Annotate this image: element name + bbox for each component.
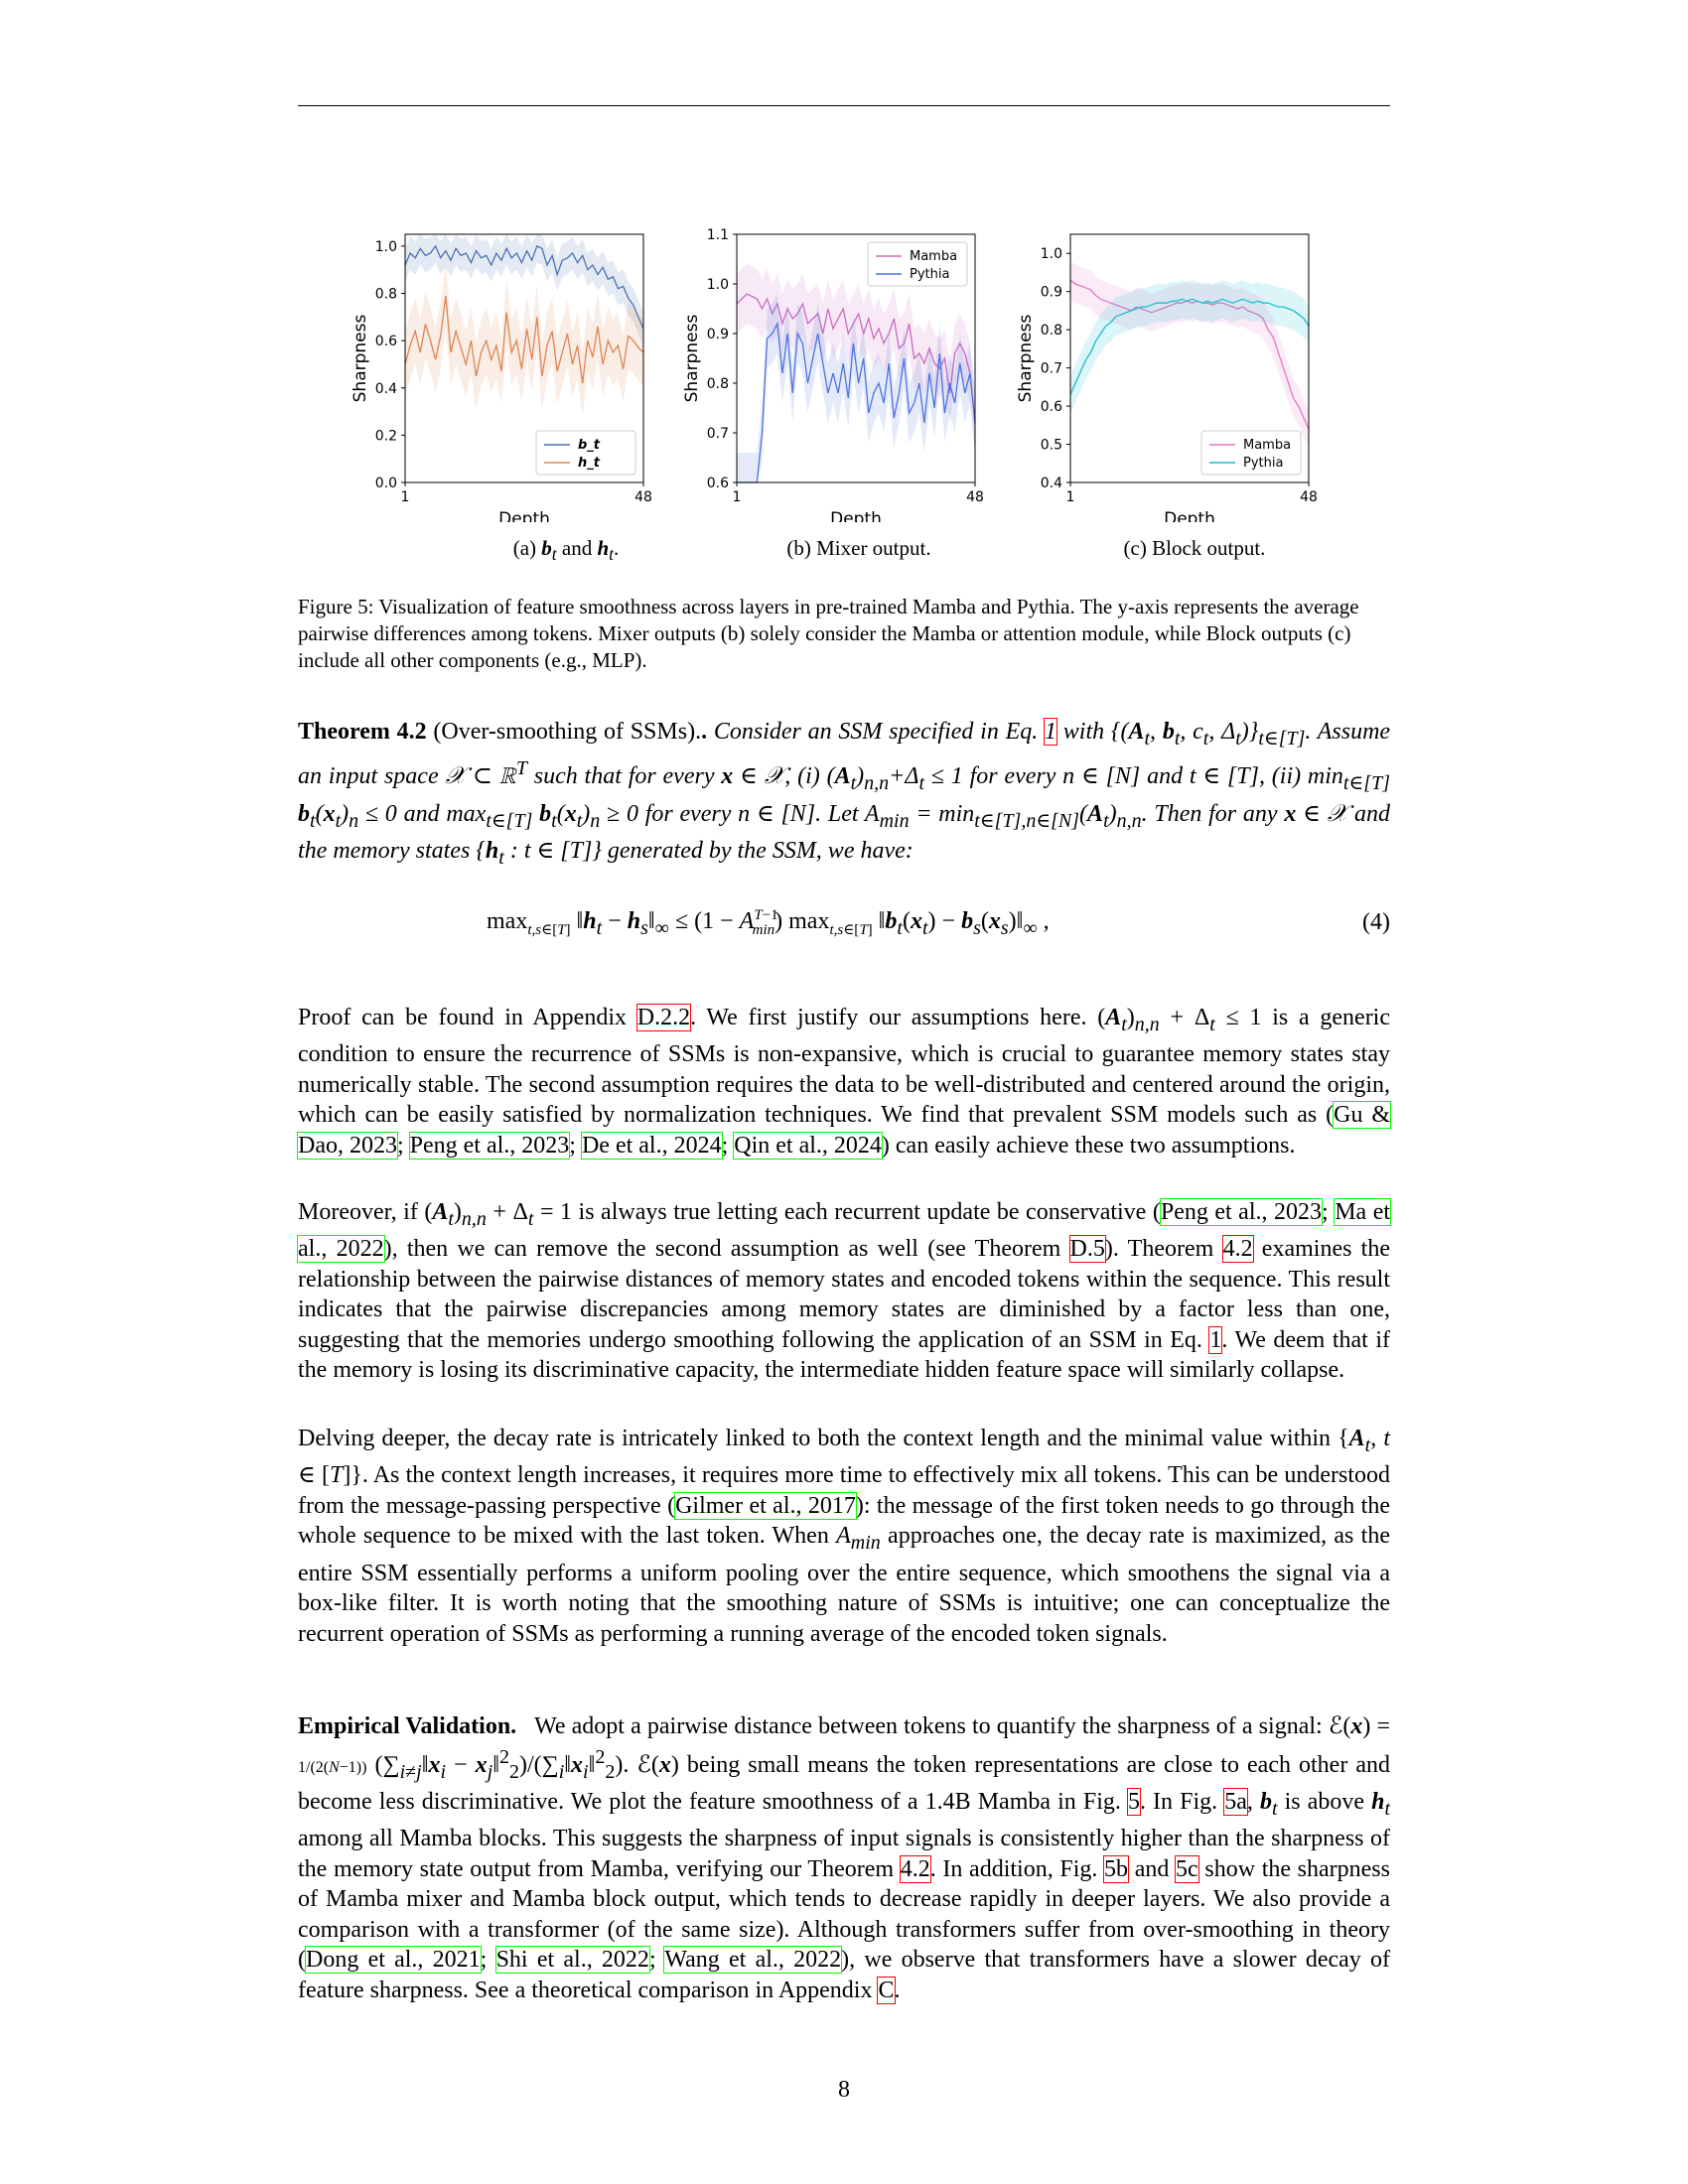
plot-frame xyxy=(404,233,644,483)
y-tick-label: 0.6 xyxy=(707,476,729,491)
cite-qin[interactable]: Qin et al., 2024 xyxy=(733,1131,883,1160)
cite-shi[interactable]: Shi et al., 2022 xyxy=(494,1946,650,1975)
figure-5: 0.0 0.2 0.4 0.6 0.8 1.0 1 48 Depth Sharpness b_t h_… xyxy=(298,224,1390,562)
line-h_t xyxy=(404,295,644,384)
figure-caption: Figure 5: Visualization of feature smoot… xyxy=(298,595,1359,672)
cite-gilmer[interactable]: Gilmer et al., 2017 xyxy=(674,1491,857,1520)
cite-peng-2[interactable]: Peng et al., 2023 xyxy=(1159,1198,1324,1226)
subcaption-a: (a) bt and ht. xyxy=(512,536,620,565)
band-Pythia xyxy=(737,294,975,482)
band-Mamba xyxy=(1070,260,1309,449)
subcaption-b: (b) Mixer output. xyxy=(786,536,931,560)
y-tick-label: 1.0 xyxy=(707,277,729,293)
line-Mamba xyxy=(736,293,976,424)
legend-label: Mamba xyxy=(910,249,957,264)
paragraph-decay: Delving deeper, the decay rate is intric… xyxy=(298,1426,1391,1647)
ref-theorem-d5[interactable]: D.5 xyxy=(1068,1235,1106,1264)
cite-gu-dao[interactable]: Gu & Dao, 2023 xyxy=(296,1101,1392,1160)
y-tick-label: 0.4 xyxy=(1041,476,1062,491)
paragraph-proof: Proof can be found in Appendix D.2.2. We… xyxy=(296,1004,1392,1160)
ref-theorem-4-2[interactable]: 4.2 xyxy=(1221,1235,1254,1264)
equation-number: (4) xyxy=(1362,909,1390,935)
page-number: 8 xyxy=(838,2077,850,2103)
ref-fig-5a[interactable]: 5a xyxy=(1223,1787,1248,1816)
band-h_t xyxy=(405,262,643,417)
y-tick-label: 0.9 xyxy=(1041,285,1062,301)
legend-box xyxy=(867,241,968,287)
ref-appendix-c[interactable]: C xyxy=(877,1976,896,2004)
y-tick-label: 0.8 xyxy=(707,376,729,392)
y-axis-label: Sharpness xyxy=(682,315,702,403)
y-tick-label: 1.0 xyxy=(1041,246,1062,262)
subcaption-c: (c) Block output. xyxy=(1123,536,1266,560)
paragraph-moreover: Moreover, if (At)n,n + Δt = 1 is always … xyxy=(296,1197,1392,1384)
cite-dong[interactable]: Dong et al., 2021 xyxy=(305,1946,482,1975)
y-tick-label: 0.7 xyxy=(1041,361,1062,377)
y-tick-label: 0.6 xyxy=(1041,399,1062,415)
y-tick-label: 0.5 xyxy=(1041,438,1062,454)
legend-label: b_t xyxy=(578,438,601,453)
chart-block-output: 0.4 0.5 0.6 0.7 0.8 0.9 1.0 1 48 Depth Sharpness Ma… xyxy=(1016,233,1318,522)
x-axis-label: Depth xyxy=(1164,509,1215,522)
chart-bt-ht: 0.0 0.2 0.4 0.6 0.8 1.0 1 48 Depth Sharpness b_t h_… xyxy=(351,233,652,522)
theorem-4-2: Theorem 4.2 (Over-smoothing of SSMs).. C… xyxy=(298,718,1391,869)
line-b_t xyxy=(404,244,644,330)
x-tick-label: 1 xyxy=(733,489,742,505)
x-axis-label: Depth xyxy=(498,509,550,522)
legend-label: Pythia xyxy=(910,267,949,282)
ref-fig-5[interactable]: 5 xyxy=(1126,1787,1141,1816)
plot-frame xyxy=(1069,233,1310,483)
legend-label: h_t xyxy=(578,456,601,471)
x-tick-label: 48 xyxy=(966,489,984,505)
legend-box xyxy=(1200,430,1302,476)
header-rule xyxy=(298,105,1390,106)
plot-frame xyxy=(736,233,976,483)
ref-eq-1[interactable]: 1 xyxy=(1044,718,1058,746)
ref-fig-5b[interactable]: 5b xyxy=(1103,1854,1130,1883)
cite-wang[interactable]: Wang et al., 2022 xyxy=(663,1946,843,1975)
ref-fig-5c[interactable]: 5c xyxy=(1175,1854,1199,1883)
cite-de[interactable]: De et al., 2024 xyxy=(580,1131,723,1160)
theorem-head: Theorem 4.2 xyxy=(298,719,427,745)
y-axis-label: Sharpness xyxy=(1016,315,1036,403)
y-tick-label: 0.6 xyxy=(375,334,397,349)
theorem-name: (Over-smoothing of SSMs). xyxy=(433,719,702,745)
cite-peng[interactable]: Peng et al., 2023 xyxy=(408,1131,571,1160)
y-tick-label: 0.4 xyxy=(375,381,397,397)
x-tick-label: 48 xyxy=(1300,489,1318,505)
legend-label: Mamba xyxy=(1243,438,1291,453)
line-Pythia xyxy=(737,321,976,483)
legend-box xyxy=(535,430,636,476)
x-tick-label: 48 xyxy=(634,489,652,505)
ref-eq-1-b[interactable]: 1 xyxy=(1208,1325,1223,1354)
y-tick-label: 0.0 xyxy=(375,476,397,491)
y-tick-label: 0.9 xyxy=(707,327,729,342)
band-Mamba xyxy=(737,264,975,453)
x-tick-label: 1 xyxy=(401,489,410,505)
band-Pythia xyxy=(1070,280,1309,414)
ref-theorem-4-2-b[interactable]: 4.2 xyxy=(899,1854,931,1883)
y-tick-label: 0.8 xyxy=(1041,323,1062,339)
y-axis-label: Sharpness xyxy=(351,315,370,403)
y-tick-label: 1.1 xyxy=(707,227,729,243)
y-tick-label: 1.0 xyxy=(375,239,397,255)
y-tick-label: 0.8 xyxy=(375,287,397,303)
ref-appendix-d22[interactable]: D.2.2 xyxy=(635,1004,692,1031)
equation-4: maxt,s∈[T] ‖ht − hs‖∞ ≤ (1 − AT−1min) ma… xyxy=(487,907,1390,939)
y-tick-label: 0.2 xyxy=(375,428,397,444)
paragraph-empirical: Empirical Validation. We adopt a pairwis… xyxy=(298,1713,1391,2004)
line-Mamba xyxy=(1069,279,1310,430)
x-tick-label: 1 xyxy=(1066,489,1075,505)
y-tick-label: 0.7 xyxy=(707,426,729,442)
line-Pythia xyxy=(1069,298,1310,395)
cite-ma[interactable]: Ma et al., 2022 xyxy=(296,1197,1392,1264)
band-b_t xyxy=(405,234,643,345)
legend-label: Pythia xyxy=(1243,456,1283,471)
chart-mixer-output: 0.6 0.7 0.8 0.9 1.0 1.1 1 48 Depth Sharpness Mamba… xyxy=(682,227,984,522)
x-axis-label: Depth xyxy=(830,509,882,522)
